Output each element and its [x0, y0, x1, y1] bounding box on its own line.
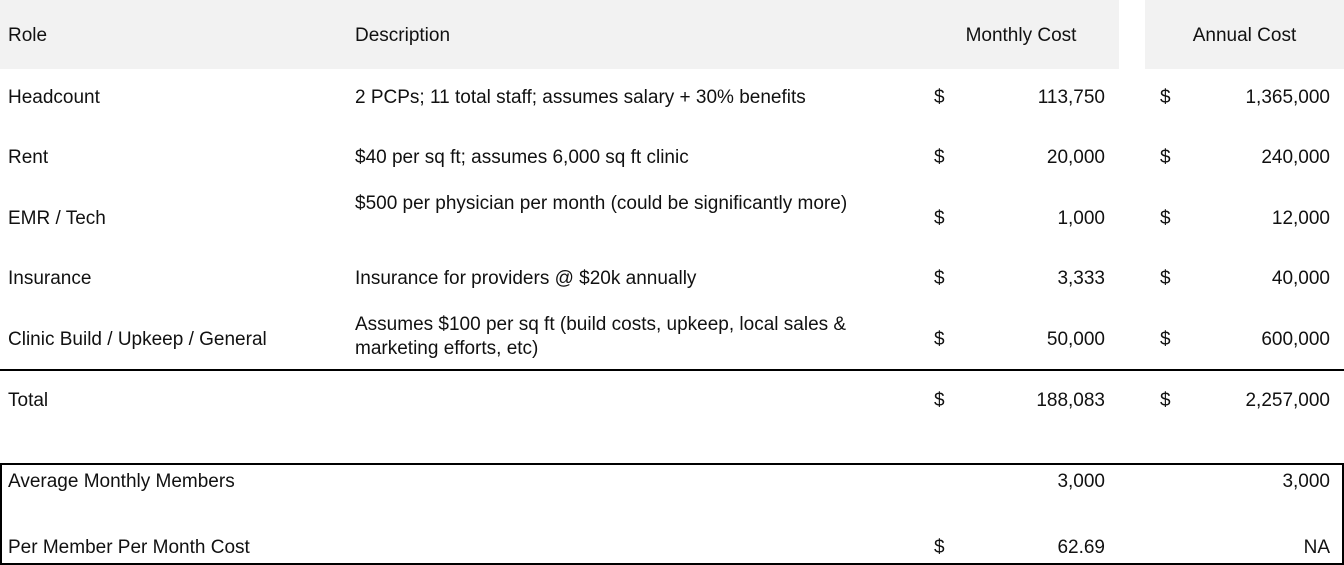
header-background-annual: [1145, 0, 1344, 69]
currency-symbol: $: [1160, 329, 1171, 350]
members-annual: 3,000: [1282, 471, 1330, 492]
currency-symbol: $: [934, 390, 945, 411]
row-monthly-cost: 3,333: [1057, 268, 1105, 289]
currency-symbol: $: [1160, 390, 1171, 411]
pmpm-annual: NA: [1303, 537, 1330, 558]
currency-symbol: $: [1160, 147, 1171, 168]
currency-symbol: $: [934, 537, 945, 558]
pmpm-monthly: 62.69: [1057, 537, 1105, 558]
currency-symbol: $: [1160, 268, 1171, 289]
currency-symbol: $: [934, 87, 945, 108]
header-description: Description: [355, 25, 451, 46]
pmpm-label: Per Member Per Month Cost: [8, 537, 250, 558]
row-monthly-cost: 50,000: [1046, 329, 1105, 350]
row-annual-cost: 600,000: [1261, 329, 1330, 350]
currency-symbol: $: [934, 329, 945, 350]
total-monthly-cost: 188,083: [1036, 390, 1105, 411]
row-annual-cost: 240,000: [1261, 147, 1330, 168]
currency-symbol: $: [1160, 208, 1171, 229]
total-annual-cost: 2,257,000: [1245, 390, 1330, 411]
row-monthly-cost: 1,000: [1057, 208, 1105, 229]
currency-symbol: $: [934, 208, 945, 229]
row-description: $40 per sq ft; assumes 6,000 sq ft clini…: [355, 147, 689, 168]
row-description: 2 PCPs; 11 total staff; assumes salary +…: [355, 87, 806, 108]
row-annual-cost: 12,000: [1271, 208, 1330, 229]
row-monthly-cost: 20,000: [1046, 147, 1105, 168]
currency-symbol: $: [934, 268, 945, 289]
header-background: [0, 0, 1119, 69]
summary-box: [0, 463, 1344, 565]
currency-symbol: $: [1160, 87, 1171, 108]
row-monthly-cost: 113,750: [1037, 87, 1105, 108]
members-monthly: 3,000: [1057, 471, 1105, 492]
row-description: Assumes $100 per sq ft (build costs, upk…: [355, 314, 847, 359]
total-divider: [0, 369, 1344, 371]
currency-symbol: $: [934, 147, 945, 168]
header-annual-cost: Annual Cost: [1192, 25, 1297, 46]
header-monthly-cost: Monthly Cost: [965, 25, 1077, 46]
header-role: Role: [8, 25, 48, 46]
members-label: Average Monthly Members: [8, 471, 235, 492]
row-role: Insurance: [8, 268, 92, 289]
row-role: Clinic Build / Upkeep / General: [8, 329, 267, 350]
row-role: EMR / Tech: [8, 208, 106, 229]
row-description: Insurance for providers @ $20k annually: [355, 268, 697, 289]
row-role: Rent: [8, 147, 49, 168]
total-label: Total: [8, 390, 49, 411]
row-description: $500 per physician per month (could be s…: [355, 193, 848, 214]
row-annual-cost: 40,000: [1271, 268, 1330, 289]
row-annual-cost: 1,365,000: [1245, 87, 1330, 108]
row-role: Headcount: [8, 87, 100, 108]
